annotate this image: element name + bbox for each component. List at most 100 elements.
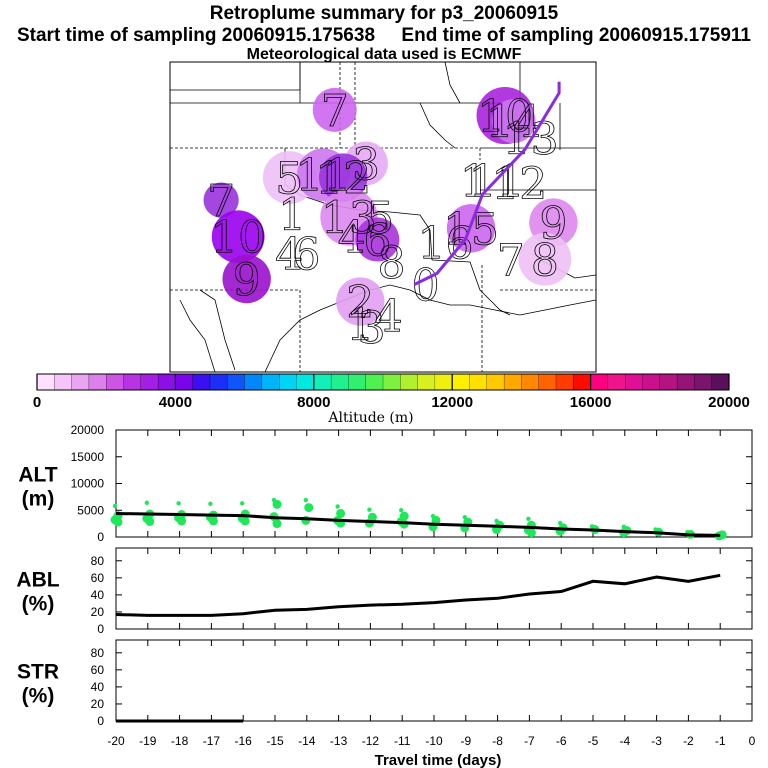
x-tick-label: -4 [619, 734, 630, 748]
altitude-particle [240, 501, 245, 506]
cluster-label: 1 [278, 190, 306, 241]
cluster-label: 11 [295, 151, 351, 202]
panel-frame [115, 639, 753, 722]
colorbar-cell [123, 373, 142, 391]
colorbar-cell [573, 373, 592, 391]
x-tick-label: -11 [394, 734, 411, 748]
colorbar-cell [88, 373, 107, 391]
panel-ylabel: ALT [18, 464, 57, 487]
colorbar-cell [538, 373, 557, 391]
cluster-label: 15 [443, 204, 499, 255]
x-tick-label: -2 [683, 734, 694, 748]
colorbar-cell [434, 373, 453, 391]
altitude-colorbar: 0 4000 8000 12000 16000 20000 Altitude (m) [33, 373, 750, 426]
colorbar-cell [607, 373, 626, 391]
start-time-label: Start time of sampling 20060915.175638 [16, 25, 376, 46]
cluster-label: 8 [531, 235, 559, 286]
y-tick-label: 20000 [71, 423, 105, 437]
colorbar-cell [659, 373, 678, 391]
panel-ylabel-unit: (%) [22, 685, 55, 708]
chart-title: Retroplume summary for p3_20060915 [209, 3, 559, 24]
colorbar-cell [555, 373, 574, 391]
cluster-circle [312, 87, 357, 132]
colorbar-tick-label: 0 [33, 394, 41, 411]
colorbar-cell [625, 373, 643, 391]
cluster-label: 0 [412, 261, 440, 312]
cluster-label: 10 [210, 213, 266, 264]
cluster-label: 14 [486, 97, 542, 148]
colorbar-cell [521, 373, 540, 391]
colorbar-cell [36, 373, 55, 391]
cluster-label: 7 [207, 176, 235, 227]
y-tick-label: 5000 [77, 503, 104, 517]
altitude-particle [208, 516, 218, 526]
colorbar-cells [36, 373, 730, 391]
cluster-label: 4 [275, 230, 303, 281]
panel-ylabel: STR [17, 661, 59, 684]
cluster-label: 4 [375, 292, 403, 343]
x-axis-label: Travel time (days) [375, 752, 502, 768]
met-data-label: Meteorological data used is ECMWF [246, 46, 522, 63]
y-tick-label: 0 [97, 622, 104, 636]
altitude-particle [112, 503, 118, 509]
colorbar-cell [452, 373, 470, 391]
colorbar-tick-label: 12000 [431, 394, 473, 411]
cluster-label: 9 [233, 255, 261, 306]
altitude-particle [272, 519, 282, 529]
colorbar-cell [711, 373, 730, 391]
y-tick-label: 0 [97, 714, 104, 728]
cluster-circle [355, 217, 400, 262]
x-tick-label: -1 [715, 734, 726, 748]
colorbar-cell [400, 373, 419, 391]
altitude-particle [272, 499, 282, 509]
cluster-circle [518, 232, 572, 286]
colorbar-ticks: 0 4000 8000 12000 16000 20000 [33, 374, 750, 411]
cluster-label: 12 [315, 154, 371, 205]
x-tick-label: -13 [330, 734, 348, 748]
panel-ylabel-unit: (%) [22, 593, 55, 616]
y-tick-label: 80 [91, 646, 105, 660]
colorbar-cell [348, 373, 367, 391]
colorbar-cell [71, 373, 90, 391]
altitude-particle [303, 497, 308, 503]
altitude-particle [399, 508, 404, 513]
altitude-particle [526, 528, 536, 538]
colorbar-tick-label: 16000 [570, 394, 612, 411]
colorbar-cell [157, 373, 176, 391]
panel-alt: 20000 15000 10000 5000 0 ALT(m) [18, 423, 753, 544]
y-tick-label: 60 [91, 571, 105, 585]
cluster-circle [222, 254, 271, 304]
cluster-label: 2 [346, 278, 374, 329]
colorbar-tick-label: 8000 [297, 394, 330, 411]
panel-ylabel: ABL [16, 569, 59, 592]
x-tick-label: 0 [749, 734, 756, 748]
cluster-circle [211, 210, 265, 264]
altitude-particle [335, 504, 340, 509]
colorbar-cell [642, 373, 661, 391]
x-tick-label: -8 [492, 734, 503, 748]
series-line-alt [115, 512, 721, 537]
x-tick-label: -9 [460, 734, 471, 748]
x-tick-label: -7 [524, 734, 535, 748]
colorbar-cell [590, 373, 609, 391]
altitude-particle [144, 500, 149, 505]
cluster-label: 4 [338, 213, 366, 264]
colorbar-tick-label: 20000 [708, 394, 750, 411]
colorbar-cell [209, 373, 228, 391]
cluster-label: 6 [292, 230, 320, 281]
colorbar-tick-label: 4000 [159, 394, 192, 411]
colorbar-cell [175, 373, 194, 391]
cluster-label: 3 [352, 139, 380, 190]
sampling-times: Start time of sampling 20060915.175638 E… [0, 25, 768, 47]
colorbar-cell [192, 373, 211, 391]
x-tick-label: -16 [235, 734, 253, 748]
cluster-label: 7 [321, 86, 349, 137]
x-tick-label: -14 [298, 734, 316, 748]
altitude-particle [304, 503, 314, 513]
colorbar-cell [227, 373, 246, 391]
colorbar-cell [244, 373, 263, 391]
x-tick-label: -15 [266, 734, 284, 748]
